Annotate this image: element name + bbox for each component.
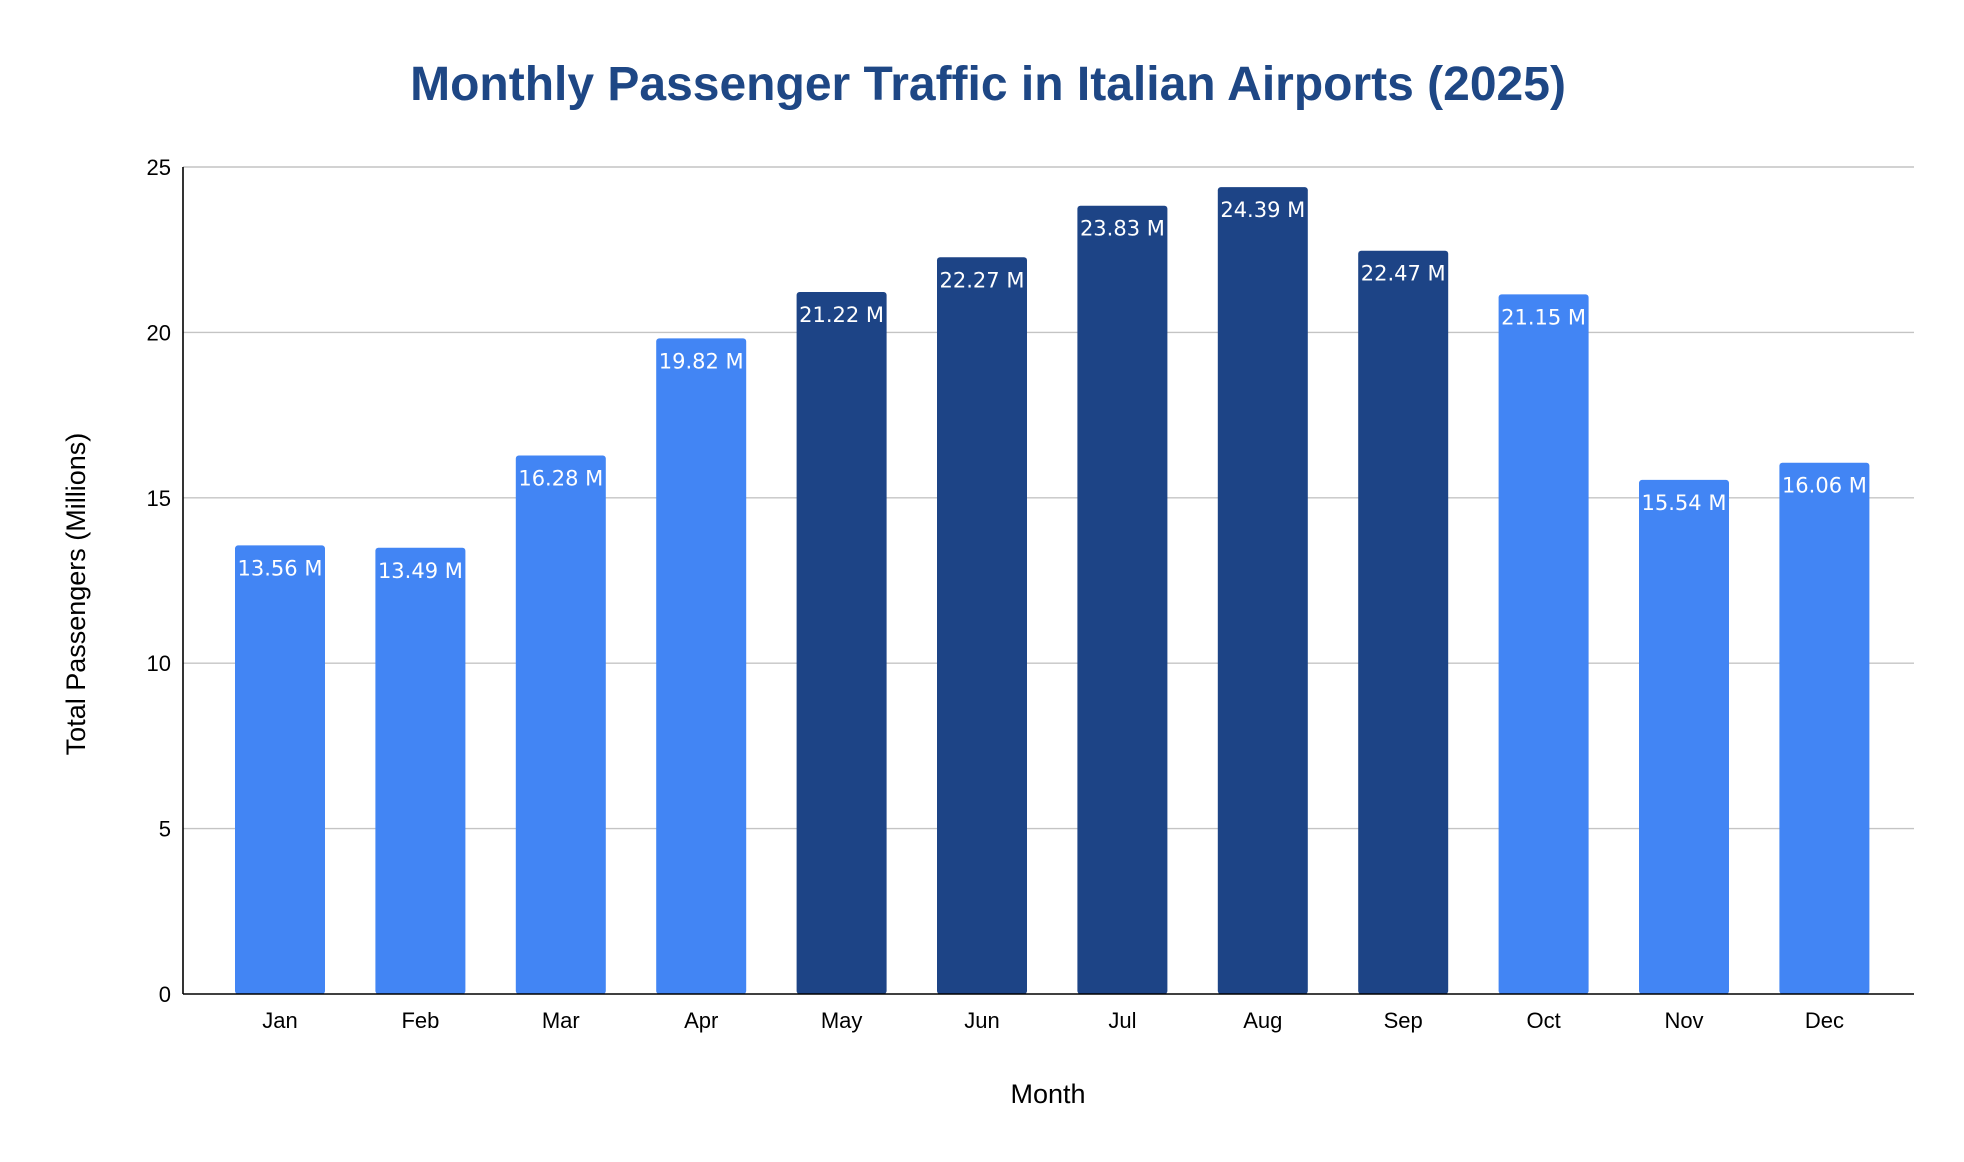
chart-title: Monthly Passenger Traffic in Italian Air… [410, 58, 1566, 111]
bar-feb [375, 547, 466, 994]
x-tick-label-dec: Dec [1805, 1008, 1844, 1033]
data-label-nov: 15.54 M [1642, 491, 1727, 515]
bars [235, 187, 1870, 995]
bar-jan [235, 545, 325, 994]
data-label-jun: 22.27 M [940, 268, 1025, 292]
bar-dec [1779, 462, 1870, 994]
x-tick-label-aug: Aug [1243, 1008, 1282, 1033]
data-label-feb: 13.49 M [378, 559, 463, 583]
bar-may [796, 292, 887, 995]
y-tick-label: 15 [147, 486, 171, 511]
data-label-jul: 23.83 M [1080, 217, 1165, 241]
bar-aug [1217, 187, 1308, 994]
bar-apr [656, 338, 747, 995]
y-tick-label: 20 [147, 320, 171, 345]
data-labels: 13.56 M 13.49 M 16.28 M 19.82 M 21.22 M 22.27… [238, 198, 1867, 583]
x-tick-label-nov: Nov [1664, 1008, 1703, 1033]
x-tick-label-jul: Jul [1108, 1008, 1136, 1033]
y-axis-title: Total Passengers (Millions) [61, 433, 91, 756]
x-tick-label-oct: Oct [1526, 1008, 1560, 1033]
data-label-dec: 16.06 M [1782, 474, 1867, 498]
x-tick-label-sep: Sep [1384, 1008, 1423, 1033]
data-label-apr: 19.82 M [659, 349, 744, 373]
y-tick-label: 10 [147, 651, 171, 676]
data-label-aug: 24.39 M [1220, 198, 1305, 222]
data-label-mar: 16.28 M [518, 466, 603, 490]
x-tick-label-apr: Apr [684, 1008, 718, 1033]
y-tick-label: 25 [147, 155, 171, 180]
x-axis-ticks: Jan Feb Mar Apr May Jun Jul Aug Sep Oct Nov Dec [262, 1008, 1844, 1033]
x-tick-label-jan: Jan [262, 1008, 297, 1033]
data-label-oct: 21.15 M [1501, 305, 1586, 329]
x-axis-title: Month [1010, 1079, 1085, 1109]
bar-sep [1358, 250, 1449, 995]
x-tick-label-jun: Jun [964, 1008, 999, 1033]
bar-jun [937, 257, 1027, 994]
x-tick-label-mar: Mar [542, 1008, 580, 1033]
bar-nov [1639, 479, 1729, 995]
bar-oct [1498, 294, 1589, 994]
y-axis-ticks: 0 5 10 15 20 25 [147, 155, 171, 1007]
x-tick-label-feb: Feb [401, 1008, 439, 1033]
bar-mar [515, 455, 606, 994]
data-label-may: 21.22 M [799, 303, 884, 327]
x-tick-label-may: May [821, 1008, 863, 1033]
y-tick-label: 0 [159, 982, 171, 1007]
data-label-jan: 13.56 M [238, 556, 323, 580]
bar-jul [1077, 205, 1168, 994]
y-tick-label: 5 [159, 817, 171, 842]
gridlines [183, 166, 1914, 830]
data-label-sep: 22.47 M [1361, 262, 1446, 286]
